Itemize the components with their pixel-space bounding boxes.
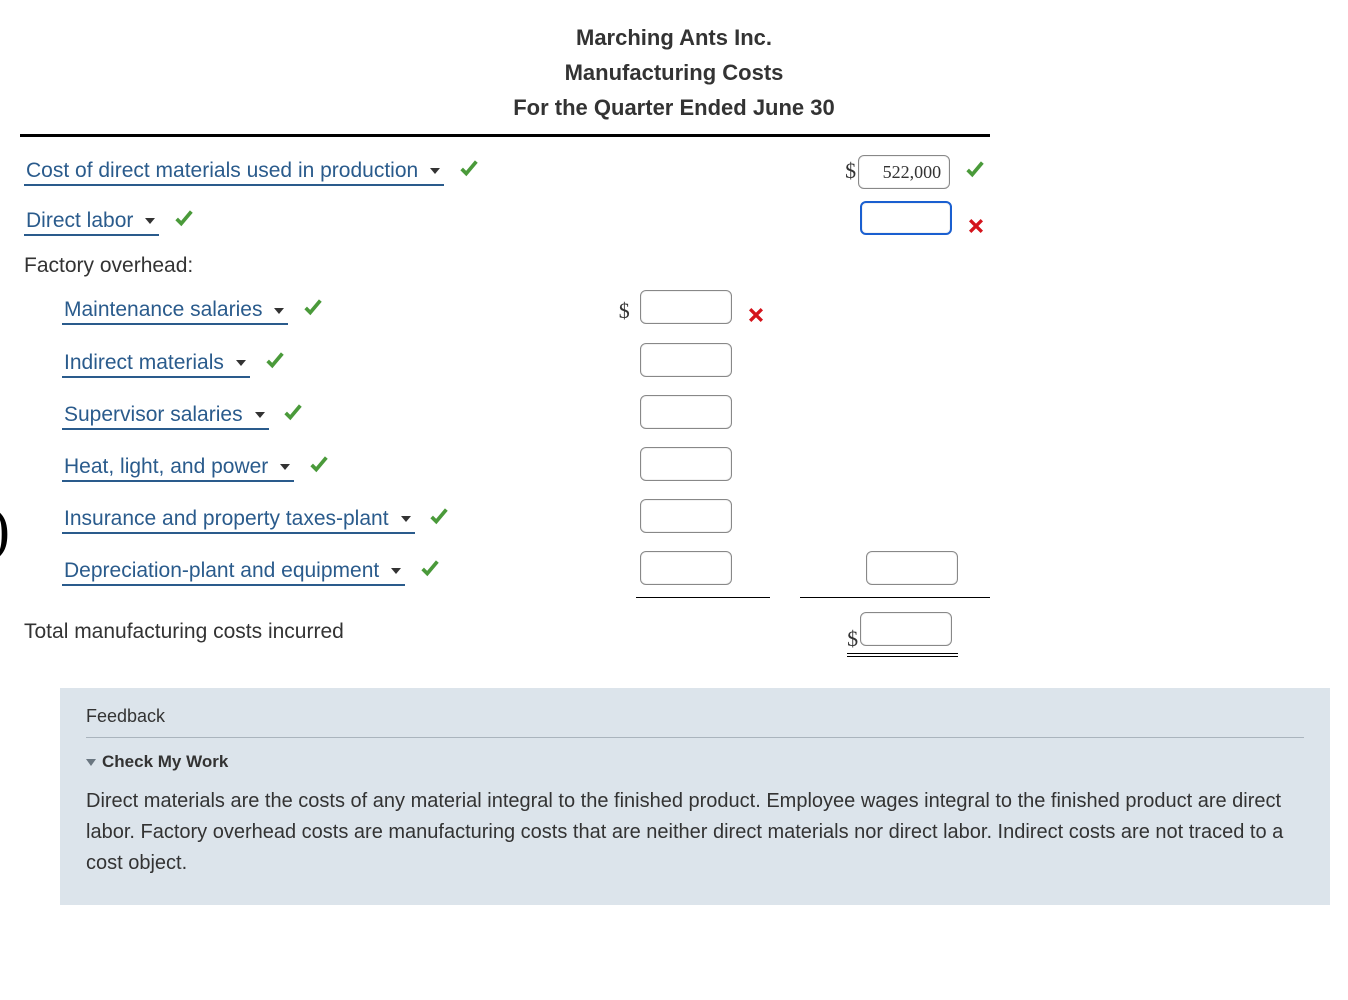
input-supervisor-value[interactable] <box>640 395 732 429</box>
header-divider <box>20 134 990 137</box>
chevron-down-icon <box>430 168 440 174</box>
chevron-down-icon <box>236 360 246 366</box>
check-icon <box>964 158 986 186</box>
chevron-down-icon <box>401 516 411 522</box>
cross-icon <box>746 305 766 331</box>
check-icon <box>458 157 480 185</box>
dollar-sign: $ <box>619 298 630 323</box>
check-icon <box>428 505 450 533</box>
input-total-value[interactable] <box>860 612 952 646</box>
check-icon <box>173 207 195 235</box>
feedback-panel: Feedback Check My Work Direct materials … <box>60 688 1330 905</box>
input-indirect-value[interactable] <box>640 343 732 377</box>
dropdown-heat-light-power[interactable]: Heat, light, and power <box>62 455 294 482</box>
dropdown-label: Depreciation-plant and equipment <box>64 559 379 582</box>
chevron-down-icon <box>274 308 284 314</box>
feedback-text: Direct materials are the costs of any ma… <box>86 786 1304 879</box>
input-direct-labor-value[interactable] <box>860 201 952 235</box>
total-label: Total manufacturing costs incurred <box>20 598 614 659</box>
check-my-work-toggle[interactable]: Check My Work <box>86 752 1304 772</box>
chevron-down-icon <box>391 568 401 574</box>
dropdown-direct-labor[interactable]: Direct labor <box>24 209 159 236</box>
chevron-down-icon <box>280 464 290 470</box>
chevron-down-icon <box>145 218 155 224</box>
dropdown-label: Heat, light, and power <box>64 455 268 478</box>
input-heat-value[interactable] <box>640 447 732 481</box>
check-icon <box>308 453 330 481</box>
dollar-sign: $ <box>845 158 856 183</box>
input-insurance-value[interactable] <box>640 499 732 533</box>
input-depreciation-value[interactable] <box>640 551 732 585</box>
triangle-down-icon <box>86 759 96 766</box>
input-direct-materials-value[interactable]: 522,000 <box>858 155 950 189</box>
dropdown-insurance-taxes[interactable]: Insurance and property taxes-plant <box>62 507 415 534</box>
cross-icon <box>966 216 986 242</box>
dropdown-depreciation[interactable]: Depreciation-plant and equipment <box>62 559 405 586</box>
check-icon <box>264 349 286 377</box>
dropdown-label: Insurance and property taxes-plant <box>64 507 389 530</box>
check-icon <box>302 296 324 324</box>
company-name: Marching Ants Inc. <box>20 20 1328 55</box>
dropdown-label: Direct labor <box>26 209 133 232</box>
dropdown-supervisor-salaries[interactable]: Supervisor salaries <box>62 403 269 430</box>
factory-overhead-label: Factory overhead: <box>20 248 990 284</box>
dropdown-label: Supervisor salaries <box>64 403 243 426</box>
dropdown-label: Cost of direct materials used in product… <box>26 159 418 182</box>
dropdown-direct-materials[interactable]: Cost of direct materials used in product… <box>24 159 444 186</box>
feedback-title: Feedback <box>86 706 1304 738</box>
dropdown-label: Indirect materials <box>64 351 224 374</box>
dropdown-indirect-materials[interactable]: Indirect materials <box>62 351 250 378</box>
dollar-sign: $ <box>847 626 858 651</box>
check-icon <box>282 401 304 429</box>
statement-header: Marching Ants Inc. Manufacturing Costs F… <box>20 20 1328 126</box>
check-my-work-label: Check My Work <box>102 752 228 771</box>
statement-title: Manufacturing Costs <box>20 55 1328 90</box>
input-overhead-subtotal[interactable] <box>866 551 958 585</box>
page-edge-paren: ) <box>0 495 10 564</box>
check-icon <box>419 557 441 585</box>
chevron-down-icon <box>255 412 265 418</box>
input-maintenance-value[interactable] <box>640 290 732 324</box>
statement-period: For the Quarter Ended June 30 <box>20 90 1328 125</box>
dropdown-maintenance-salaries[interactable]: Maintenance salaries <box>62 298 288 325</box>
dropdown-label: Maintenance salaries <box>64 298 262 321</box>
